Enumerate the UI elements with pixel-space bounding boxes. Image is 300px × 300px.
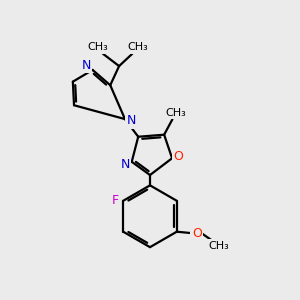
Text: N: N bbox=[81, 59, 91, 72]
Text: CH₃: CH₃ bbox=[128, 42, 148, 52]
Text: O: O bbox=[174, 150, 184, 163]
Text: N: N bbox=[127, 114, 136, 127]
Text: O: O bbox=[192, 227, 202, 240]
Text: CH₃: CH₃ bbox=[165, 108, 186, 118]
Text: CH₃: CH₃ bbox=[87, 42, 108, 52]
Text: N: N bbox=[121, 158, 130, 171]
Text: CH₃: CH₃ bbox=[209, 241, 230, 250]
Text: F: F bbox=[111, 194, 118, 207]
